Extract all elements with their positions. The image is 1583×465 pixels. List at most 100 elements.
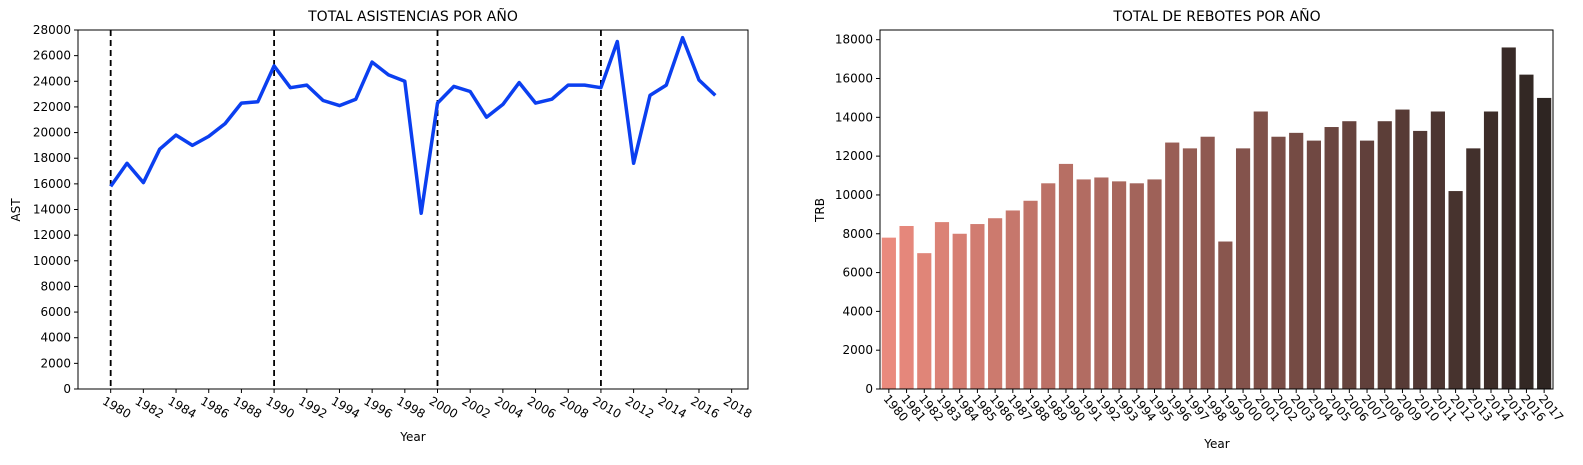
bar-chart-title: TOTAL DE REBOTES POR AÑO	[1112, 8, 1320, 25]
bar-2009	[1395, 109, 1410, 389]
line-chart-x-tick-label: 1980	[100, 394, 133, 421]
bar-chart-y-tick-label: 12000	[835, 149, 873, 163]
bar-chart-y-tick-label: 8000	[842, 227, 873, 241]
assists-line-chart: TOTAL ASISTENCIAS POR AÑO Year AST 0 2000…	[9, 8, 754, 444]
line-chart-x-tick-label: 2000	[427, 394, 460, 421]
bar-2017	[1537, 97, 1552, 390]
line-chart-y-tick-label: 0	[63, 382, 71, 396]
line-chart-x-tick-label: 2018	[721, 394, 754, 421]
line-chart-y-tick-label: 8000	[40, 279, 71, 293]
bar-2004	[1306, 140, 1321, 389]
line-chart-x-tick-label: 2016	[688, 394, 721, 421]
line-chart-series-ast	[109, 35, 717, 216]
line-chart-x-tick-label: 1990	[263, 394, 296, 421]
bar-2001	[1253, 111, 1268, 389]
bar-1983	[934, 222, 950, 389]
bar-chart-y-tick-label: 10000	[835, 188, 873, 202]
line-chart-y-tick-label: 24000	[33, 74, 71, 88]
bar-1992	[1094, 177, 1109, 389]
line-chart-x-tick-label: 1994	[329, 394, 362, 421]
line-chart-y-tick-label: 10000	[33, 254, 71, 268]
bar-2000	[1235, 148, 1251, 389]
bar-chart-x-ticks: 1980198119821983198419851986198719881989…	[881, 389, 1566, 424]
line-chart-y-tick-label: 4000	[40, 331, 71, 345]
line-chart-title: TOTAL ASISTENCIAS POR AÑO	[307, 8, 518, 25]
line-chart-x-tick-label: 2010	[590, 394, 623, 421]
bar-1982	[917, 253, 932, 389]
bar-1990	[1058, 163, 1074, 389]
bar-chart-frame	[879, 29, 1554, 390]
bar-chart-y-tick-label: 2000	[842, 343, 873, 357]
bar-chart-x-axis-label: Year	[1203, 437, 1229, 451]
bar-1999	[1218, 241, 1233, 389]
bar-1988	[1023, 200, 1038, 389]
bar-1989	[1041, 183, 1056, 389]
line-chart-x-tick-label: 2014	[656, 394, 689, 421]
bar-2003	[1289, 132, 1304, 389]
bar-2014	[1483, 111, 1499, 389]
bar-1997	[1182, 148, 1198, 389]
bar-chart-y-tick-label: 4000	[842, 304, 873, 318]
line-chart-y-tick-label: 18000	[33, 151, 71, 165]
line-chart-x-tick-label: 1998	[394, 394, 427, 421]
line-chart-x-tick-label: 1982	[133, 394, 166, 421]
line-chart-y-tick-label: 20000	[33, 126, 71, 140]
bar-chart-bars	[881, 47, 1552, 390]
bar-1996	[1165, 142, 1180, 389]
bar-1993	[1112, 181, 1127, 389]
bar-1984	[952, 233, 967, 389]
bar-chart-y-tick-label: 14000	[835, 110, 873, 124]
bar-2015	[1501, 47, 1516, 390]
bar-2011	[1430, 111, 1445, 389]
line-chart-x-tick-label: 2012	[623, 394, 656, 421]
line-chart-x-tick-label: 2006	[525, 394, 558, 421]
bar-1998	[1200, 136, 1215, 389]
line-chart-x-axis-label: Year	[399, 430, 425, 444]
bar-2012	[1448, 191, 1463, 389]
bar-2016	[1519, 74, 1534, 389]
line-chart-x-tick-label: 1986	[198, 394, 231, 421]
bar-1980	[881, 237, 896, 389]
bar-chart-y-tick-label: 16000	[835, 72, 873, 86]
line-chart-x-tick-label: 1996	[361, 394, 394, 421]
bar-chart-y-tick-label: 6000	[842, 266, 873, 280]
bar-1994	[1129, 183, 1144, 389]
line-chart-x-tick-label: 1988	[231, 394, 264, 421]
line-chart-x-tick-label: 1984	[165, 394, 198, 421]
bar-2005	[1324, 127, 1339, 389]
bar-chart-y-ticks: 0 2000 4000 6000 8000 10000 12000 14000 16000 180…	[835, 33, 880, 396]
line-chart-y-axis-label: AST	[9, 198, 23, 222]
bar-1987	[1005, 210, 1020, 389]
bar-1986	[988, 218, 1003, 389]
bar-2006	[1342, 121, 1357, 390]
line-chart-decade-lines	[109, 30, 602, 389]
line-chart-frame	[77, 29, 749, 390]
line-chart-y-tick-label: 22000	[33, 100, 71, 114]
line-chart-y-tick-label: 28000	[33, 23, 71, 37]
line-chart-y-tick-label: 12000	[33, 228, 71, 242]
bar-2013	[1466, 148, 1481, 389]
bar-1991	[1076, 179, 1091, 389]
bar-chart-y-tick-label: 0	[865, 382, 873, 396]
line-chart-y-tick-label: 16000	[33, 177, 71, 191]
line-chart-y-tick-label: 2000	[40, 356, 71, 370]
bar-chart-y-tick-label: 18000	[835, 33, 873, 47]
line-chart-x-tick-label: 2002	[459, 394, 492, 421]
line-chart-x-tick-label: 2008	[558, 394, 591, 421]
bar-chart-y-axis-label: TRB	[813, 198, 827, 223]
bar-1985	[970, 224, 985, 389]
line-chart-y-tick-label: 6000	[40, 305, 71, 319]
line-chart-x-tick-label: 2004	[492, 394, 525, 421]
line-chart-x-tick-label: 1992	[296, 394, 329, 421]
bar-2007	[1359, 140, 1375, 389]
rebounds-bar-chart: TOTAL DE REBOTES POR AÑO Year TRB 0 2000 4…	[813, 8, 1566, 451]
bar-1995	[1147, 179, 1162, 389]
bar-1981	[899, 225, 914, 389]
bar-2002	[1271, 136, 1286, 389]
bar-2008	[1377, 121, 1392, 390]
bar-2010	[1413, 130, 1428, 389]
line-chart-x-ticks: 1980 1982 1984 1986 1988 1990 1992 1994 1996 1998…	[100, 389, 754, 421]
line-chart-y-tick-label: 14000	[33, 203, 71, 217]
line-chart-y-ticks: 0 2000 4000 6000 8000 10000 12000 14000 16000 180…	[33, 23, 78, 396]
